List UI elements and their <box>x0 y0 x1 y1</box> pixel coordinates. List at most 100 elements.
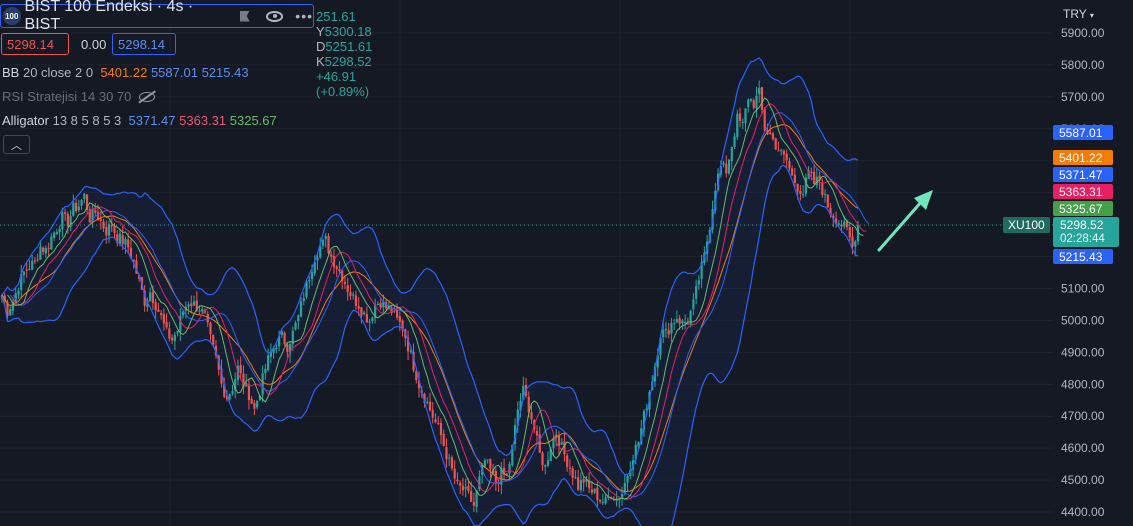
alligator-legend[interactable]: Alligator 13 8 5 8 5 3 5371.47 5363.31 5… <box>2 113 277 128</box>
rsi-legend[interactable]: RSI Stratejisi 14 30 70 <box>2 89 156 104</box>
candle-body <box>574 477 577 479</box>
candle-body <box>749 98 753 101</box>
candle-body <box>486 459 489 461</box>
candle-body <box>826 194 829 208</box>
candle-body <box>799 190 802 195</box>
symbol-axis-tag: XU100 <box>1003 217 1050 233</box>
candle-body <box>354 295 358 306</box>
candle-body <box>275 347 278 350</box>
y-tick-label: 4800.00 <box>1061 377 1105 391</box>
buy-price-button[interactable]: 5298.14 <box>112 33 176 55</box>
candle-body <box>385 302 388 309</box>
candle-body <box>47 247 50 249</box>
candle-body <box>459 482 462 486</box>
candle-body <box>807 170 810 179</box>
candle-body <box>409 350 412 352</box>
bb-name: BB <box>2 65 20 80</box>
candle-body <box>382 301 385 308</box>
last-price-tag: 5298.52 02:28:44 <box>1053 217 1119 247</box>
candle-body <box>472 502 475 506</box>
candle-body <box>31 260 34 270</box>
candle-body <box>738 113 742 121</box>
candle-body <box>88 209 91 223</box>
collapse-legend-button[interactable]: ︿ <box>3 135 30 154</box>
candle-body <box>497 482 500 484</box>
candle-body <box>579 480 582 491</box>
candle-body <box>593 488 596 493</box>
candle-body <box>645 408 648 411</box>
candle-body <box>744 108 747 124</box>
bb-lower-tag: 5215.43 <box>1053 249 1113 264</box>
more-icon[interactable]: ••• <box>295 8 314 24</box>
candle-body <box>609 498 613 500</box>
candle-body <box>107 224 111 236</box>
candle-body <box>722 162 725 165</box>
symbol-info[interactable]: 100 BIST 100 Endeksi · 4s · BIST ••• <box>0 0 314 33</box>
candle-body <box>804 177 807 194</box>
y-tick-label: 4600.00 <box>1061 441 1105 455</box>
candle-body <box>519 400 522 411</box>
candle-body <box>423 393 426 404</box>
candle-body <box>851 236 854 247</box>
candle-body <box>223 383 226 397</box>
candle-body <box>626 475 629 483</box>
candle-body <box>566 455 569 467</box>
candle-body <box>502 467 506 475</box>
eye-icon[interactable] <box>265 10 284 22</box>
candle-body <box>116 234 119 243</box>
candle-body <box>118 233 122 245</box>
candle-body <box>522 385 525 400</box>
candle-body <box>431 410 434 418</box>
candle-body <box>412 351 415 371</box>
candle-body <box>755 95 758 109</box>
bb-legend[interactable]: BB 20 close 2 0 5401.22 5587.01 5215.43 <box>2 65 249 80</box>
candle-body <box>253 402 256 409</box>
candle-body <box>239 365 242 374</box>
y-tick-label: 5900.00 <box>1061 26 1105 40</box>
currency-selector[interactable]: TRY ▾ <box>1063 7 1094 21</box>
bb-basis-tag: 5401.22 <box>1053 150 1113 165</box>
candle-body <box>577 477 580 490</box>
candle-body <box>192 301 196 306</box>
candle-body <box>544 465 547 467</box>
candle-body <box>64 212 67 214</box>
symbol-title[interactable]: BIST 100 Endeksi · 4s · BIST <box>24 0 194 33</box>
candle-body <box>697 280 700 285</box>
candle-body <box>604 497 607 504</box>
candle-body <box>845 220 849 227</box>
candle-body <box>741 121 744 123</box>
flag-icon[interactable] <box>239 10 250 22</box>
candle-body <box>330 254 333 257</box>
sell-price-button[interactable]: 5298.14 <box>1 33 69 55</box>
candle-body <box>568 467 572 469</box>
candle-body <box>782 150 786 155</box>
candle-body <box>261 373 264 395</box>
price-axis[interactable]: 4400.00 4500.00 4600.00 4700.00 4800.00 4900.… <box>1061 26 1105 519</box>
candle-body <box>461 485 465 491</box>
candle-body <box>143 290 146 306</box>
candle-body <box>640 428 643 444</box>
candle-body <box>162 314 165 324</box>
candle-body <box>94 210 97 213</box>
candle-body <box>678 318 681 324</box>
candle-body <box>110 225 113 227</box>
candle-body <box>832 215 835 219</box>
candle-body <box>546 460 550 466</box>
candle-body <box>813 171 816 184</box>
candle-body <box>535 430 539 436</box>
y-tick-label: 4400.00 <box>1061 505 1105 519</box>
candle-body <box>675 319 679 323</box>
candle-body <box>209 322 212 335</box>
candle-body <box>291 330 294 345</box>
candle-body <box>96 211 100 221</box>
lips-tag: 5325.67 <box>1053 201 1113 216</box>
candle-body <box>390 307 393 313</box>
candle-body <box>214 345 218 356</box>
candle-body <box>840 224 843 227</box>
hidden-eye-icon[interactable] <box>139 91 156 102</box>
candle-body <box>588 480 591 489</box>
candle-body <box>398 316 401 322</box>
low-key: D <box>316 39 326 54</box>
candle-body <box>560 442 563 445</box>
